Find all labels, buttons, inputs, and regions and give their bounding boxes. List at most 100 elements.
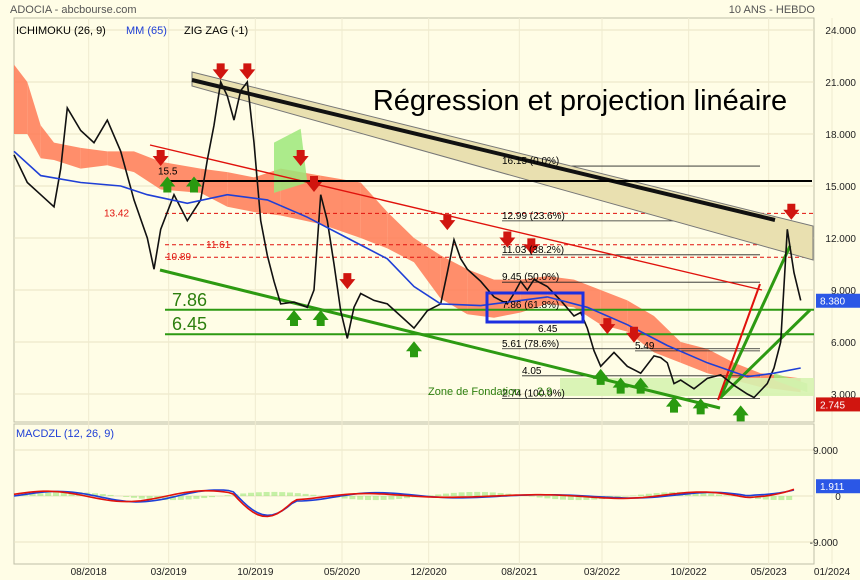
price-tick-label: 9.000	[831, 286, 856, 297]
macd-histogram-bar	[567, 496, 574, 500]
fib-label: 5.61 (78.6%)	[502, 339, 559, 350]
macd-histogram-bar	[762, 496, 769, 500]
sell-arrow-icon	[523, 238, 540, 255]
red-regression-line	[149, 144, 763, 291]
macd-histogram-bar	[21, 495, 28, 496]
buy-arrow-icon	[186, 176, 202, 193]
price-tick-label: 18.000	[825, 130, 856, 141]
fib-label: 16.15 (0.0%)	[502, 156, 559, 167]
macd-series	[13, 488, 795, 518]
kumo-segment	[227, 172, 254, 212]
projection-line-1	[718, 245, 792, 399]
macd-histogram-bar	[583, 496, 590, 500]
macd-histogram-bar	[53, 492, 59, 496]
macd-histogram-bar	[661, 492, 668, 496]
macd-line	[13, 489, 795, 517]
macd-histogram-bar	[653, 492, 660, 496]
macd-tick-label: -9.000	[810, 538, 839, 549]
macd-histogram-bar	[170, 496, 176, 501]
kumo-segment	[387, 212, 414, 263]
sell-arrow-icon	[292, 150, 309, 166]
macd-tick-label: 9.000	[813, 446, 838, 457]
kumo-segment	[574, 279, 601, 325]
macd-histogram-bar	[357, 496, 364, 500]
last-price-badge: 8.380	[820, 297, 845, 308]
macd-histogram-bar	[692, 492, 699, 496]
fib-label: 6.45	[538, 324, 558, 335]
macd-histogram-bar	[466, 492, 473, 496]
ichimoku-badge: 2.745	[820, 400, 845, 411]
indicator-zigzag: ZIG ZAG (-1)	[184, 25, 248, 37]
buy-arrow-icon	[312, 310, 329, 326]
ma65-line	[13, 150, 801, 378]
buy-arrow-icon	[612, 377, 629, 394]
price-tick-label: 21.000	[825, 78, 856, 89]
signal-arrows	[152, 63, 800, 422]
support-label: 13.42	[104, 208, 129, 219]
macd-histogram-bar	[388, 496, 395, 500]
macd-histogram-bar	[645, 493, 652, 496]
macd-histogram-bar	[248, 492, 254, 496]
macd-histogram-bar	[138, 496, 145, 499]
x-tick-label: 05/2023	[751, 567, 788, 578]
macd-histogram-bar	[536, 496, 543, 498]
kumo-segment	[200, 168, 228, 207]
macd-histogram-bar	[99, 494, 106, 496]
x-tick-label: 03/2019	[151, 567, 188, 578]
fib-label: 5.49	[635, 341, 655, 352]
macd-histogram-bar	[770, 496, 777, 500]
kumo-segment	[107, 151, 134, 173]
macd-histogram-bar	[92, 493, 98, 496]
axes: 24.000 21.000 18.000 15.000 12.000 9.000 6.000…	[71, 26, 860, 578]
macd-histogram-bar	[575, 496, 582, 501]
macd-histogram-bar	[372, 496, 379, 501]
kumo-segment	[494, 279, 521, 318]
macd-histogram-bar	[107, 494, 114, 496]
x-tick-label: 05/2020	[324, 567, 361, 578]
x-tick-label: 03/2022	[584, 567, 621, 578]
support-label: 10.89	[166, 252, 191, 263]
macd-histogram-bar	[380, 496, 387, 500]
macd-histogram-bar	[271, 491, 278, 496]
macd-histogram-bar	[294, 493, 301, 496]
macd-signal-line	[13, 488, 795, 518]
macd-histogram-bar	[365, 496, 371, 501]
macd-histogram-bar	[435, 494, 442, 496]
kumo-segment	[320, 175, 361, 238]
price-tick-label: 3.000	[831, 390, 856, 401]
trend-lines	[149, 71, 814, 410]
macd-histogram-bar	[396, 496, 403, 499]
buy-arrow-icon	[286, 310, 302, 326]
macd-histogram-bar	[458, 492, 465, 496]
indicator-ma: MM (65)	[126, 25, 167, 37]
support-label: 15.5	[158, 166, 178, 177]
kumo-segment	[14, 64, 28, 134]
buy-arrow-icon	[159, 176, 176, 193]
sell-arrow-icon	[339, 273, 356, 290]
macd-histogram-bar	[45, 492, 52, 496]
buy-arrow-icon	[632, 377, 649, 394]
macd-tick-label: 0	[835, 492, 841, 503]
kumo-segment	[80, 147, 108, 169]
zone-value: 2.9	[537, 386, 552, 398]
macd-histogram-bar	[177, 496, 184, 500]
macd-histogram-bar	[302, 493, 309, 496]
macd-histogram-bar	[450, 492, 457, 496]
macd-histogram-bar	[544, 496, 551, 499]
macd-histogram-bar	[123, 496, 130, 497]
indicator-ichimoku: ICHIMOKU (26, 9)	[16, 25, 106, 37]
macd-histogram-bar	[489, 492, 496, 496]
macd-histogram-bar	[255, 492, 262, 496]
macd-histogram-bar	[185, 496, 192, 500]
fib-label: 4.05	[522, 366, 542, 377]
macd-histogram-bar	[723, 495, 730, 496]
green-level-label: 6.45	[172, 314, 207, 334]
macd-histogram-bar	[474, 491, 481, 496]
macd-histogram-bar	[263, 491, 270, 496]
macd-histogram-bar	[700, 492, 707, 496]
level-labels: 16.15 (0.0%) 12.99 (23.6%) 11.03 (38.2%) 9.…	[104, 156, 655, 399]
macd-histogram-bar	[443, 493, 449, 496]
kumo-segment	[40, 125, 54, 160]
price-tick-label: 24.000	[825, 26, 856, 37]
